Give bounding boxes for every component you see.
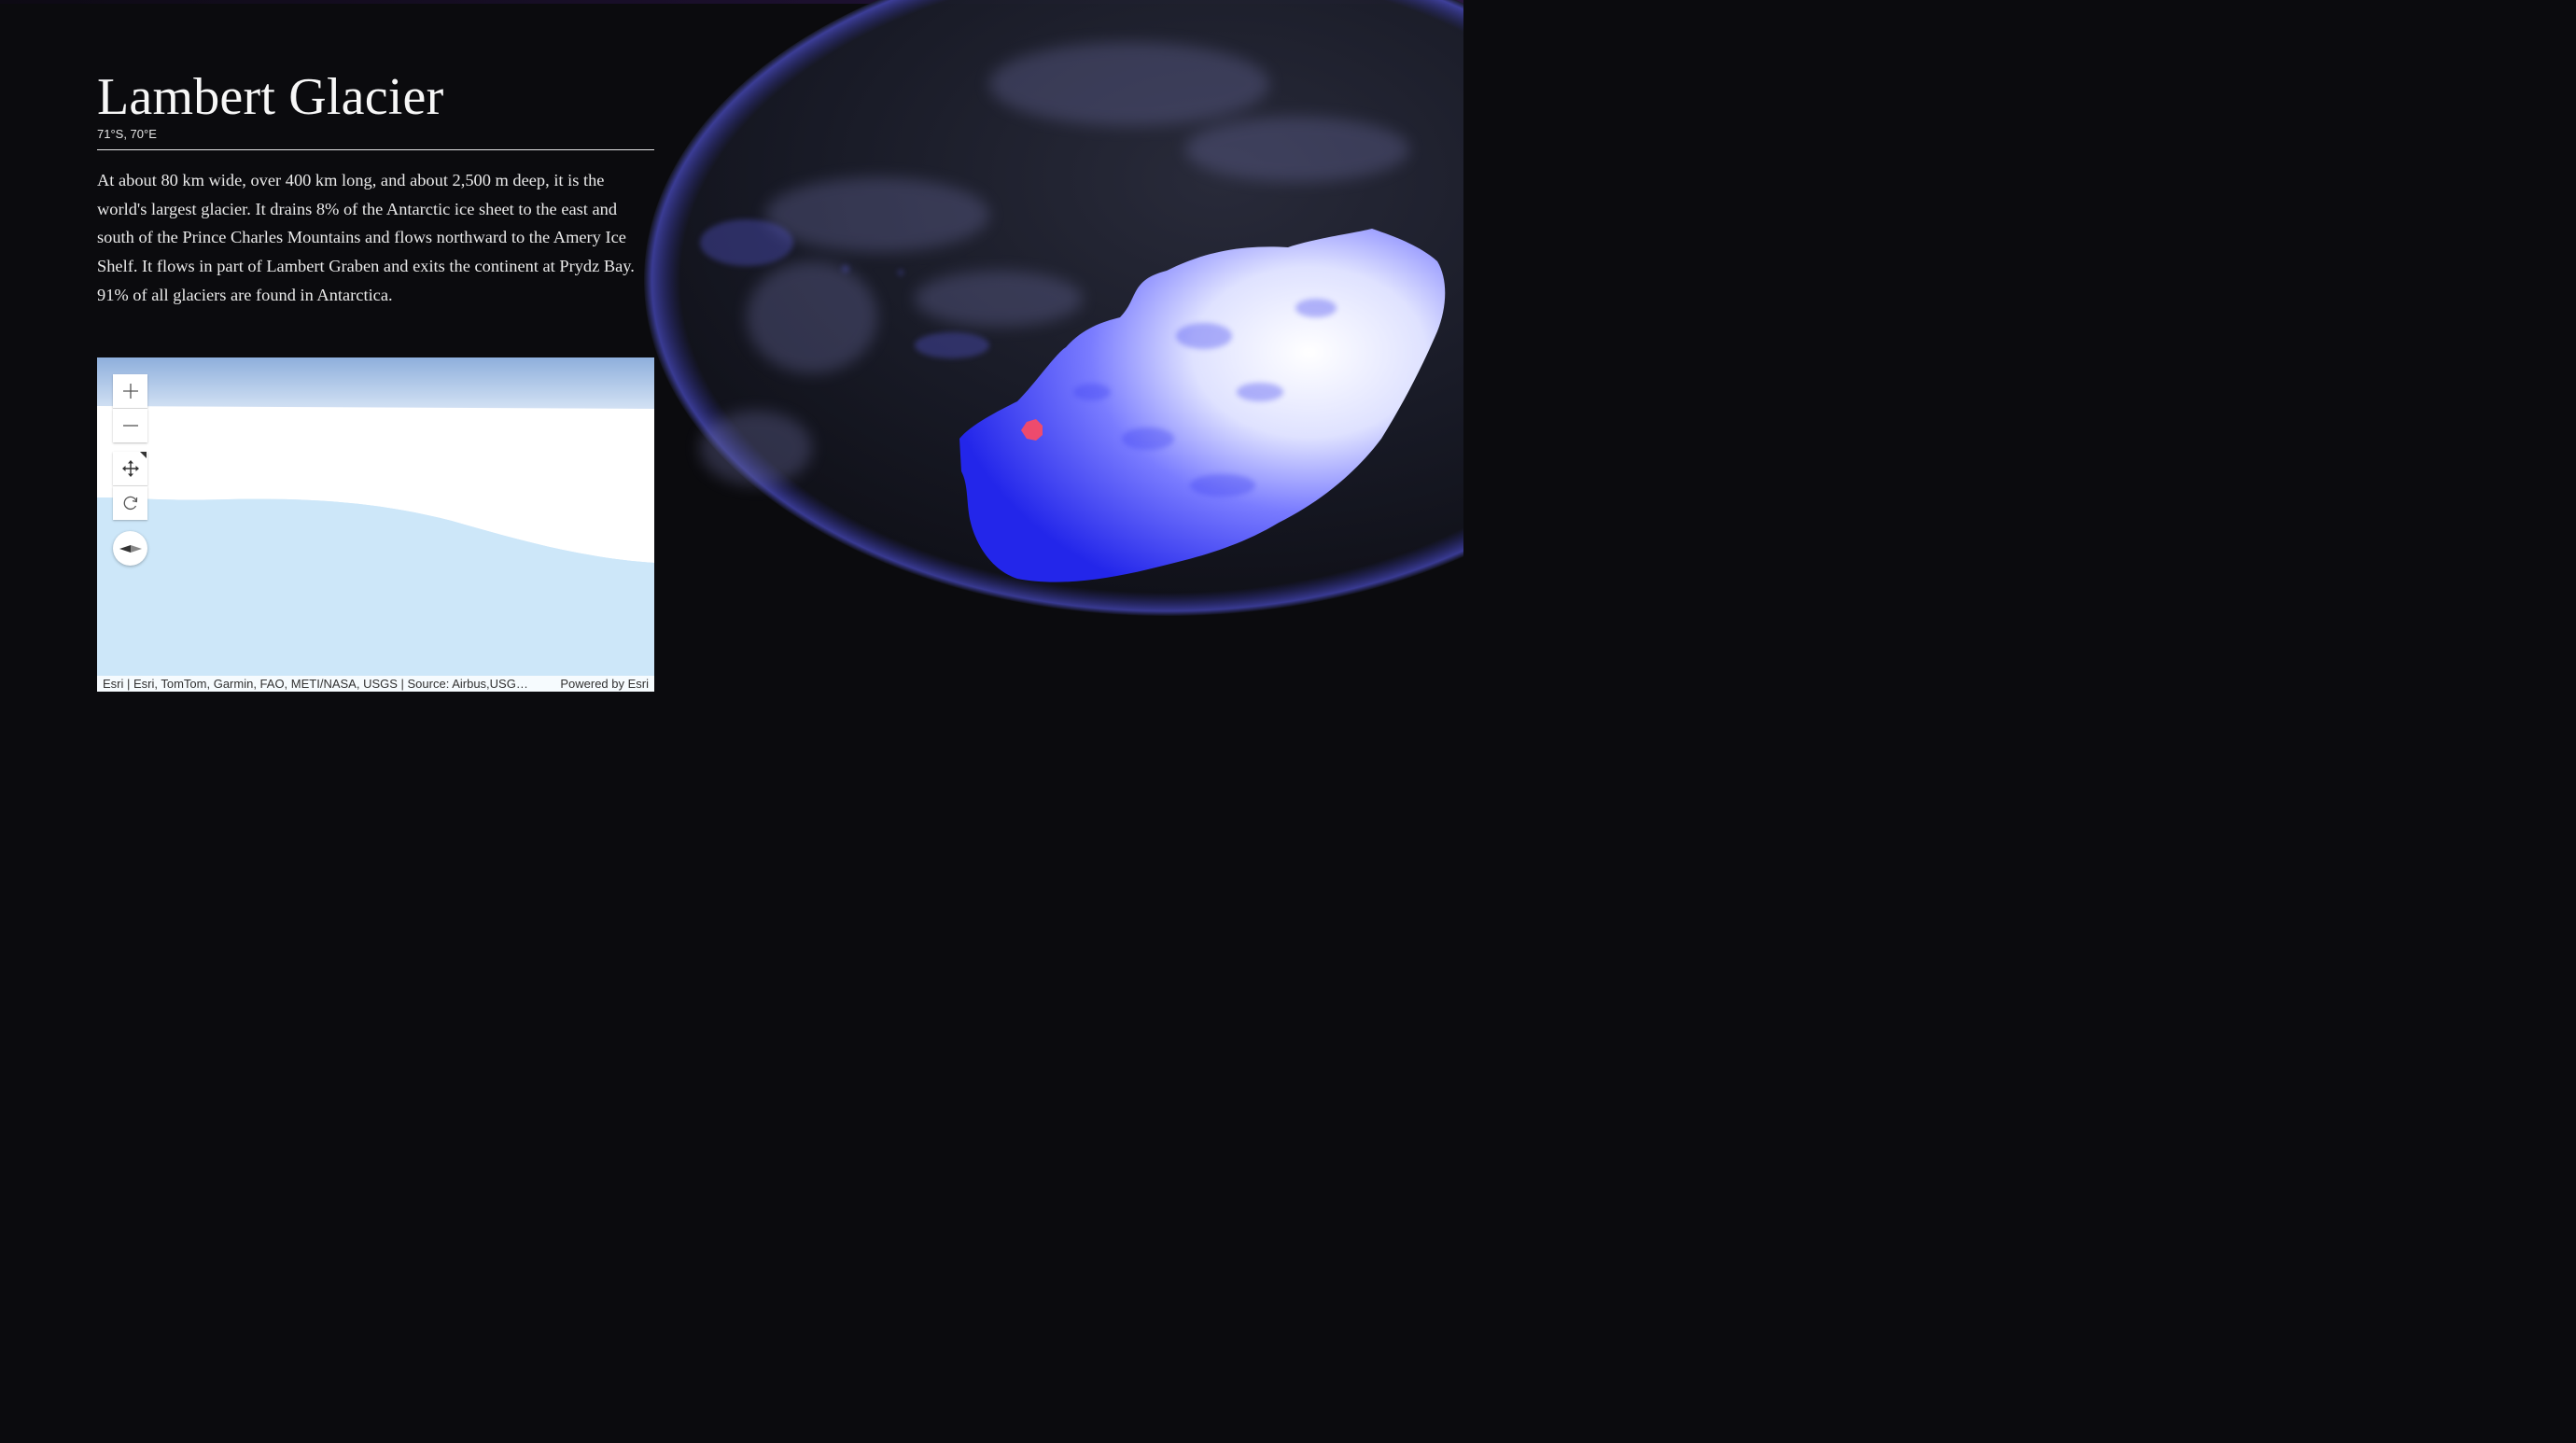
move-arrows-icon — [121, 460, 139, 477]
cloud-bright — [700, 219, 989, 358]
minimap[interactable]: Esri | Esri, TomTom, Garmin, FAO, METI/N… — [97, 357, 654, 692]
map-attribution-bar: Esri | Esri, TomTom, Garmin, FAO, METI/N… — [97, 676, 654, 692]
powered-by-link[interactable]: Powered by Esri — [560, 677, 649, 691]
rotate-icon — [123, 496, 137, 511]
globe-scene[interactable] — [644, 0, 1463, 820]
description-text: At about 80 km wide, over 400 km long, a… — [97, 171, 635, 304]
glacier-marker — [1021, 419, 1043, 441]
title-divider — [97, 149, 654, 150]
minus-icon — [122, 425, 138, 427]
page-title: Lambert Glacier — [97, 68, 444, 126]
rotate-button[interactable] — [113, 486, 147, 520]
antarctica-ice — [959, 229, 1446, 582]
mode-indicator — [140, 452, 147, 458]
story-panel: Lambert Glacier 71°S, 70°E At about 80 k… — [97, 67, 654, 310]
compass-icon — [119, 544, 142, 553]
map-terrain — [97, 357, 654, 677]
map-attribution[interactable]: Esri | Esri, TomTom, Garmin, FAO, METI/N… — [103, 677, 528, 691]
compass-button[interactable] — [113, 531, 147, 566]
ice-texture — [1073, 299, 1337, 497]
plus-icon — [122, 384, 138, 399]
nav-divider — [113, 485, 147, 486]
top-accent-strip — [0, 0, 1463, 4]
zoom-out-button[interactable] — [113, 409, 147, 442]
coordinates-label: 71°S, 70°E — [97, 127, 157, 141]
zoom-in-button[interactable] — [113, 374, 147, 408]
cloud-swirls — [700, 42, 1409, 485]
zoom-divider — [113, 408, 147, 409]
